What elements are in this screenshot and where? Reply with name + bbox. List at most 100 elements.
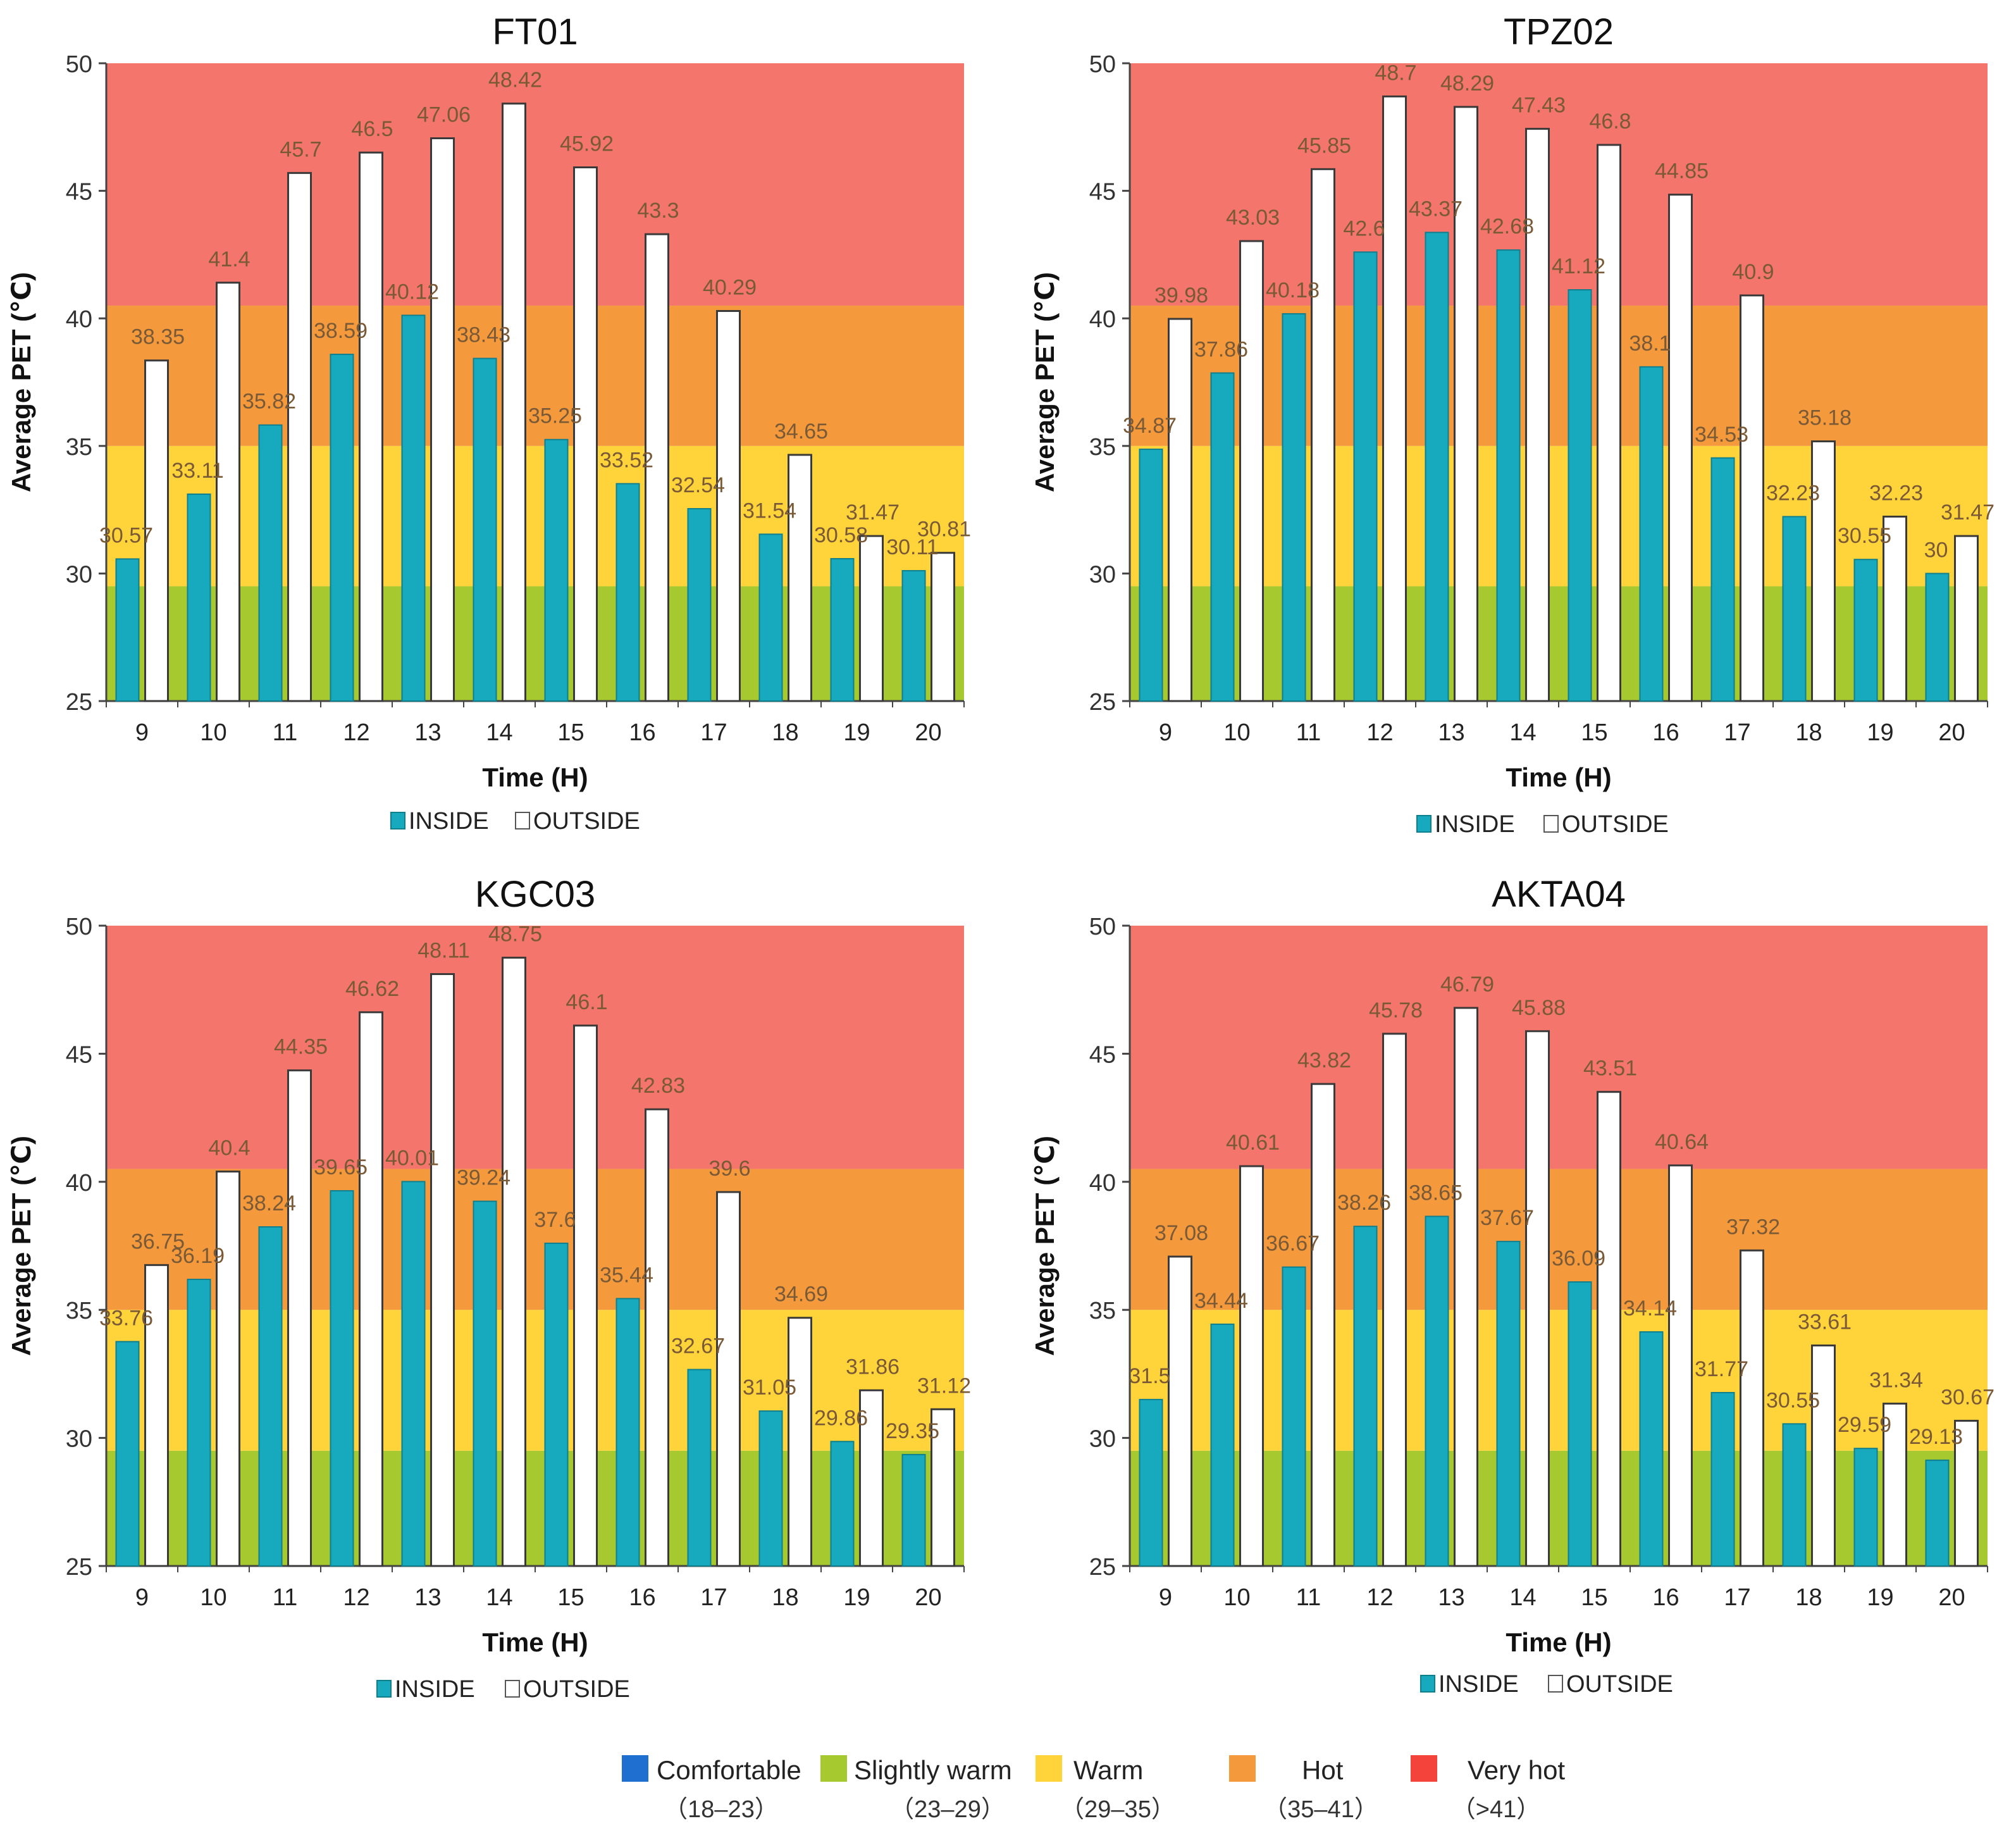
data-label-outside: 31.86 bbox=[846, 1355, 900, 1379]
data-label-outside: 48.29 bbox=[1440, 71, 1494, 96]
x-tick-label: 19 bbox=[1867, 719, 1893, 746]
data-label-outside: 43.51 bbox=[1583, 1057, 1637, 1081]
data-label-outside: 41.4 bbox=[208, 247, 250, 271]
bar-outside-12 bbox=[359, 151, 383, 702]
bar-outside-15 bbox=[573, 1024, 598, 1567]
bar-outside-16 bbox=[1668, 194, 1693, 702]
y-tick-label: 25 bbox=[66, 1554, 92, 1581]
bar-inside-12 bbox=[1353, 251, 1378, 702]
bar-inside-17 bbox=[687, 507, 712, 702]
x-tick-label: 12 bbox=[1366, 1584, 1393, 1611]
bar-outside-15 bbox=[1597, 144, 1621, 702]
band-hot bbox=[106, 1169, 964, 1310]
y-tick-label: 40 bbox=[66, 1170, 92, 1196]
data-label-inside: 33.76 bbox=[99, 1306, 153, 1330]
bar-inside-20 bbox=[1925, 1459, 1950, 1567]
band-very-hot bbox=[1130, 63, 1988, 306]
y-tick-label: 45 bbox=[66, 1041, 92, 1068]
y-tick-label: 30 bbox=[1089, 561, 1116, 588]
comfort-label: Very hot bbox=[1468, 1755, 1565, 1785]
bar-outside-19 bbox=[859, 535, 884, 702]
data-label-inside: 36.19 bbox=[171, 1244, 225, 1268]
comfort-label: Slightly warm bbox=[854, 1755, 1012, 1785]
data-label-inside: 40.12 bbox=[385, 280, 439, 304]
data-label-outside: 37.32 bbox=[1726, 1215, 1780, 1239]
x-tick-label: 15 bbox=[557, 719, 584, 746]
comfort-swatch-very-hot bbox=[1411, 1755, 1437, 1782]
bar-outside-17 bbox=[716, 1191, 741, 1567]
chart-panel-ft01: FT01 25 30 35 40 45 50 Average PET (℃) 9 30.57 38.… bbox=[6, 11, 971, 835]
data-label-outside: 46.1 bbox=[566, 990, 607, 1014]
band-slightly-warm bbox=[1130, 586, 1988, 701]
data-label-outside: 40.64 bbox=[1655, 1130, 1709, 1154]
x-tick-label: 11 bbox=[1296, 1584, 1321, 1611]
data-label-inside: 34.53 bbox=[1695, 423, 1748, 447]
bar-outside-9 bbox=[144, 1264, 169, 1567]
y-axis-label: Average PET (℃) bbox=[1030, 272, 1060, 492]
legend-swatch-outside bbox=[515, 812, 530, 830]
band-very-hot bbox=[106, 63, 964, 306]
chart-title: FT01 bbox=[492, 11, 578, 53]
bar-outside-11 bbox=[1311, 168, 1335, 702]
bar-inside-17 bbox=[1710, 1391, 1735, 1567]
x-tick-label: 17 bbox=[700, 719, 727, 746]
y-tick-label: 50 bbox=[66, 914, 92, 940]
band-warm bbox=[1130, 445, 1988, 587]
x-tick-label: 18 bbox=[1795, 1584, 1822, 1611]
data-label-inside: 38.1 bbox=[1629, 332, 1671, 356]
data-label-inside: 32.54 bbox=[671, 473, 725, 497]
bar-inside-13 bbox=[401, 1181, 426, 1567]
data-label-inside: 40.18 bbox=[1266, 278, 1320, 302]
bar-inside-14 bbox=[1496, 249, 1521, 702]
bar-outside-14 bbox=[1525, 1030, 1550, 1567]
legend-label-inside: INSIDE bbox=[1438, 1671, 1519, 1698]
x-tick-label: 20 bbox=[915, 1584, 941, 1611]
bar-outside-9 bbox=[1168, 1255, 1192, 1567]
data-label-inside: 30.57 bbox=[99, 523, 153, 547]
y-tick-label: 40 bbox=[66, 306, 92, 333]
comfort-swatch-comfortable bbox=[622, 1755, 648, 1782]
x-tick-label: 13 bbox=[414, 1584, 441, 1611]
y-tick-label: 25 bbox=[66, 689, 92, 716]
data-label-outside: 46.5 bbox=[351, 117, 393, 141]
bar-inside-18 bbox=[758, 533, 783, 702]
data-label-outside: 31.47 bbox=[846, 500, 900, 525]
bar-outside-9 bbox=[144, 359, 169, 702]
data-label-outside: 34.69 bbox=[774, 1283, 828, 1307]
y-tick-label: 50 bbox=[66, 51, 92, 78]
data-label-outside: 30.81 bbox=[917, 518, 971, 542]
bar-outside-9 bbox=[1168, 318, 1192, 702]
band-warm bbox=[106, 445, 964, 587]
x-tick-label: 9 bbox=[135, 1584, 149, 1611]
data-label-outside: 45.7 bbox=[280, 137, 321, 161]
bar-outside-15 bbox=[573, 166, 598, 702]
data-label-outside: 40.29 bbox=[703, 276, 757, 300]
data-label-outside: 39.98 bbox=[1154, 283, 1208, 308]
data-label-inside: 29.86 bbox=[814, 1406, 868, 1430]
bar-outside-11 bbox=[287, 171, 312, 702]
x-tick-label: 12 bbox=[343, 1584, 369, 1611]
bar-inside-20 bbox=[1925, 573, 1950, 702]
x-tick-label: 16 bbox=[629, 719, 655, 746]
bar-inside-15 bbox=[1568, 289, 1592, 702]
legend-label-outside: OUTSIDE bbox=[1562, 811, 1669, 838]
x-tick-label: 10 bbox=[1223, 1584, 1250, 1611]
bar-outside-14 bbox=[502, 957, 526, 1567]
bar-inside-19 bbox=[1853, 559, 1878, 702]
bar-inside-12 bbox=[1353, 1226, 1378, 1567]
x-tick-label: 17 bbox=[1724, 719, 1750, 746]
bar-inside-20 bbox=[901, 569, 926, 702]
data-label-outside: 31.47 bbox=[1941, 500, 1994, 525]
y-tick-label: 30 bbox=[66, 1426, 92, 1453]
comfort-label: Comfortable bbox=[657, 1755, 801, 1785]
data-label-inside: 39.24 bbox=[457, 1166, 510, 1190]
data-label-inside: 31.05 bbox=[743, 1376, 796, 1400]
bar-inside-18 bbox=[1782, 516, 1807, 702]
bar-outside-19 bbox=[1883, 515, 1907, 702]
data-label-outside: 42.83 bbox=[631, 1074, 685, 1098]
x-tick-label: 19 bbox=[843, 719, 870, 746]
comfort-swatch-slightly-warm bbox=[820, 1755, 847, 1782]
bar-outside-10 bbox=[216, 1171, 240, 1567]
